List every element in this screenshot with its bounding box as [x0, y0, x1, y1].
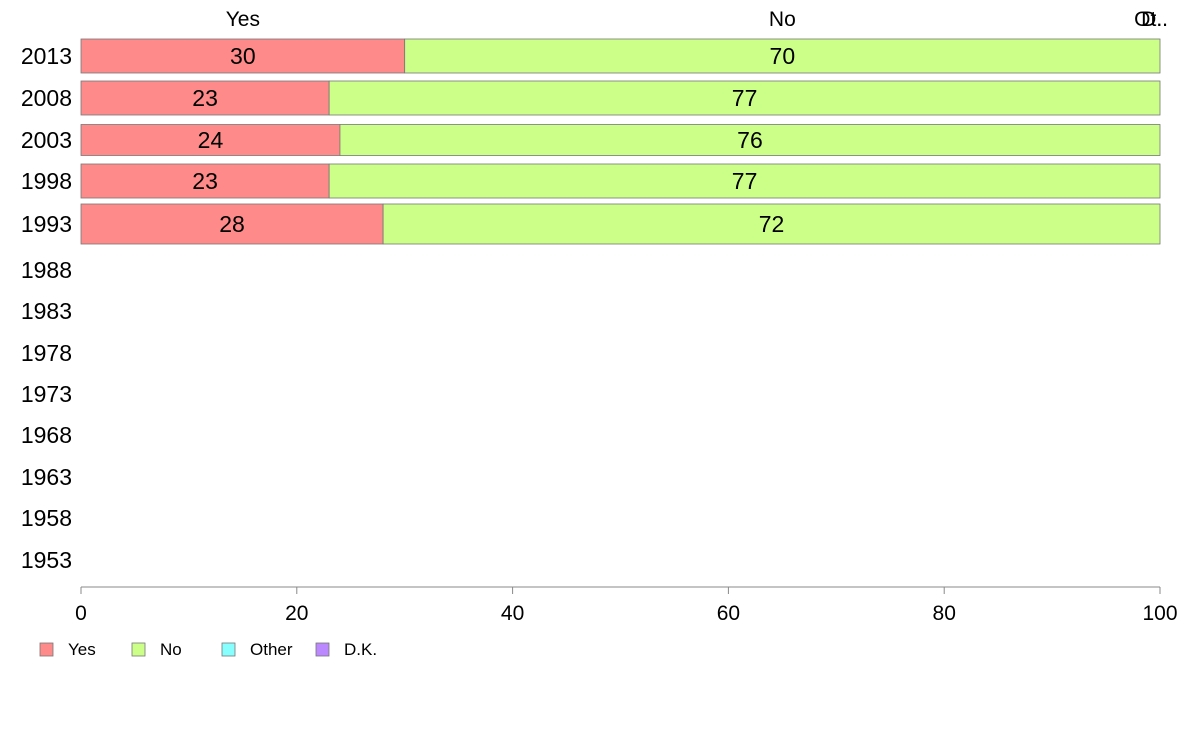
bar-1998-yes [80, 163, 330, 199]
bar-2013-yes [80, 38, 406, 74]
x-tick-label-60: 60 [717, 602, 740, 625]
y-tick-label-1953: 1953 [21, 547, 72, 573]
y-tick-label-2013: 2013 [21, 43, 72, 69]
y-tick-label-1988: 1988 [21, 257, 72, 283]
bar-2003-no [339, 124, 1161, 156]
bar-1993-yes [80, 203, 384, 245]
legend-swatch-other [221, 642, 236, 657]
legend-swatch-no [131, 642, 146, 657]
legend-label-no: No [160, 640, 182, 659]
legend-swatch-yes [39, 642, 54, 657]
y-tick-label-2008: 2008 [21, 85, 72, 111]
x-tick-label-100: 100 [1142, 602, 1177, 625]
top-label-2: Ot.. [1134, 8, 1168, 31]
top-label-0: Yes [226, 8, 260, 31]
data-label-1998-yes: 23 [192, 168, 218, 194]
y-tick-label-1983: 1983 [21, 298, 72, 324]
y-tick-label-1968: 1968 [21, 422, 72, 448]
x-tick-label-80: 80 [933, 602, 956, 625]
data-label-1993-no: 72 [759, 211, 785, 237]
y-tick-label-1998: 1998 [21, 168, 72, 194]
top-label-3: D.. [1141, 8, 1168, 31]
y-tick-label-1978: 1978 [21, 340, 72, 366]
y-tick-label-2003: 2003 [21, 127, 72, 153]
x-tick-label-40: 40 [501, 602, 524, 625]
data-label-1998-no: 77 [732, 168, 758, 194]
y-tick-label-1973: 1973 [21, 381, 72, 407]
bar-1993-no [382, 203, 1161, 245]
x-tick-label-0: 0 [75, 602, 87, 625]
data-label-2003-no: 76 [737, 127, 763, 153]
legend-label-yes: Yes [68, 640, 96, 659]
bar-1998-no [328, 163, 1161, 199]
legend-label-d-k: D.K. [344, 640, 377, 659]
bar-2003-yes [80, 124, 341, 156]
bar-2013-no [404, 38, 1161, 74]
top-label-1: No [769, 8, 796, 31]
data-label-2003-yes: 24 [198, 127, 224, 153]
legend-swatch-d-k [315, 642, 330, 657]
x-tick-label-20: 20 [285, 602, 308, 625]
data-label-2013-no: 70 [770, 43, 796, 69]
data-label-2013-yes: 30 [230, 43, 256, 69]
y-tick-label-1963: 1963 [21, 464, 72, 490]
y-tick-label-1993: 1993 [21, 211, 72, 237]
y-tick-label-1958: 1958 [21, 505, 72, 531]
data-label-2008-no: 77 [732, 85, 758, 111]
bar-2008-yes [80, 80, 330, 116]
data-label-2008-yes: 23 [192, 85, 218, 111]
bar-2008-no [328, 80, 1161, 116]
legend-label-other: Other [250, 640, 293, 659]
data-label-1993-yes: 28 [219, 211, 245, 237]
